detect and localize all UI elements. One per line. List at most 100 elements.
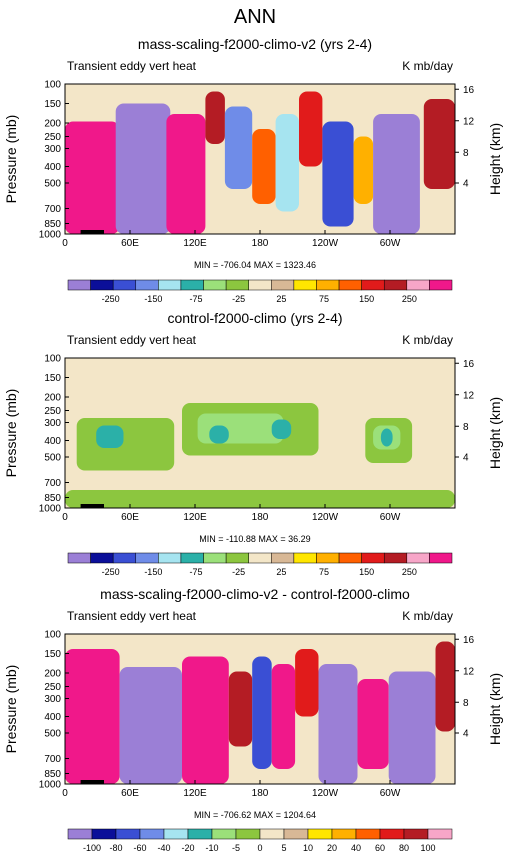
- colorbar-swatch: [90, 552, 114, 564]
- y-tick-label: 300: [44, 418, 61, 429]
- colorbar-swatch: [316, 552, 340, 564]
- panel-title: control-f2000-climo (yrs 2-4): [167, 310, 342, 326]
- colorbar-swatch: [293, 552, 317, 564]
- colorbar-label: -100: [83, 843, 101, 851]
- topography: [80, 230, 104, 234]
- y-tick-label: 1000: [39, 230, 62, 241]
- contour-region: [271, 419, 292, 439]
- y2-tick-label: 16: [463, 85, 475, 96]
- colorbar-label: -150: [144, 294, 162, 304]
- colorbar-label: 75: [319, 294, 329, 304]
- stats-label: MIN = -706.62 MAX = 1204.64: [194, 810, 316, 820]
- colorbar-label: 5: [281, 843, 286, 851]
- stats-label: MIN = -110.88 MAX = 36.29: [199, 534, 310, 544]
- colorbar-label: 150: [359, 567, 374, 577]
- colorbar-label: -25: [232, 294, 245, 304]
- colorbar-swatch: [112, 279, 137, 291]
- field-label: Transient eddy vert heat: [67, 333, 197, 347]
- y2-tick-label: 4: [463, 179, 469, 190]
- contour-region: [65, 121, 120, 234]
- y-tick-label: 200: [44, 393, 61, 404]
- y2-tick-label: 12: [463, 666, 475, 677]
- contour-region: [388, 671, 436, 784]
- contour-region: [96, 425, 124, 448]
- colorbar-swatch: [180, 552, 204, 564]
- y2-tick-label: 12: [463, 390, 475, 401]
- contour-region: [252, 656, 272, 769]
- x-tick-label: 120E: [183, 512, 207, 523]
- y2-axis-title: Height (km): [487, 673, 503, 745]
- colorbar-label: 0: [257, 843, 262, 851]
- x-tick-label: 120W: [312, 788, 339, 799]
- colorbar-label: -40: [157, 843, 170, 851]
- y2-tick-label: 8: [463, 422, 469, 433]
- y-tick-label: 300: [44, 694, 61, 705]
- units-label: K mb/day: [402, 333, 453, 347]
- topography: [80, 780, 104, 784]
- page-title: ANN: [234, 6, 276, 28]
- contour-region: [353, 136, 374, 204]
- colorbar-swatch: [203, 552, 227, 564]
- colorbar-swatch: [271, 279, 295, 291]
- colorbar-label: -20: [181, 843, 194, 851]
- colorbar-swatch: [331, 828, 357, 840]
- x-tick-label: 180: [252, 788, 269, 799]
- colorbar-swatch: [406, 279, 430, 291]
- y-tick-label: 500: [44, 453, 61, 464]
- colorbar-label: -25: [232, 567, 245, 577]
- x-tick-label: 180: [252, 512, 269, 523]
- x-tick-label: 120W: [312, 512, 339, 523]
- y-tick-label: 850: [44, 493, 61, 504]
- colorbar-swatch: [67, 279, 91, 291]
- colorbar-swatch: [338, 552, 362, 564]
- y-tick-label: 1000: [39, 504, 62, 515]
- colorbar-swatch: [403, 828, 429, 840]
- x-tick-label: 60E: [121, 788, 139, 799]
- colorbar-swatch: [139, 828, 165, 840]
- x-tick-label: 60E: [121, 512, 139, 523]
- x-tick-label: 180: [252, 238, 269, 249]
- colorbar-label: -250: [102, 567, 120, 577]
- colorbar-swatch: [225, 552, 249, 564]
- y2-tick-label: 16: [463, 359, 475, 370]
- colorbar-label: 250: [402, 294, 417, 304]
- contour-region: [380, 428, 393, 447]
- panel-title: mass-scaling-f2000-climo-v2 (yrs 2-4): [138, 36, 372, 52]
- colorbar-swatch: [67, 552, 91, 564]
- contour-region: [65, 490, 455, 508]
- colorbar-swatch: [429, 552, 453, 564]
- contour-region: [209, 425, 229, 444]
- contour-region: [295, 649, 319, 717]
- contour-fill: [65, 403, 455, 508]
- y-tick-label: 100: [44, 80, 61, 91]
- colorbar-swatch: [248, 279, 272, 291]
- colorbar-swatch: [293, 279, 317, 291]
- x-tick-label: 60W: [380, 788, 401, 799]
- units-label: K mb/day: [402, 609, 453, 623]
- colorbar-swatch: [91, 828, 117, 840]
- contour-region: [423, 99, 455, 189]
- y-tick-label: 250: [44, 682, 61, 693]
- y2-tick-label: 8: [463, 698, 469, 709]
- contour-region: [205, 91, 225, 144]
- colorbar-label: 250: [402, 567, 417, 577]
- colorbar-swatch: [180, 279, 204, 291]
- colorbar-label: 10: [303, 843, 313, 851]
- x-tick-label: 120W: [312, 238, 339, 249]
- topography: [80, 504, 104, 508]
- colorbar-swatch: [158, 279, 182, 291]
- colorbar-swatch: [361, 552, 385, 564]
- colorbar-swatch: [383, 279, 408, 291]
- x-tick-label: 60W: [380, 238, 401, 249]
- colorbar-swatch: [283, 828, 309, 840]
- colorbar-label: 100: [420, 843, 435, 851]
- y-tick-label: 400: [44, 712, 61, 723]
- y-tick-label: 850: [44, 219, 61, 230]
- colorbar-swatch: [427, 828, 453, 840]
- y-tick-label: 700: [44, 754, 61, 765]
- colorbar-swatch: [248, 552, 272, 564]
- field-label: Transient eddy vert heat: [67, 609, 197, 623]
- y2-tick-label: 4: [463, 453, 469, 464]
- colorbar-swatch: [203, 279, 227, 291]
- colorbar-label: 25: [276, 567, 286, 577]
